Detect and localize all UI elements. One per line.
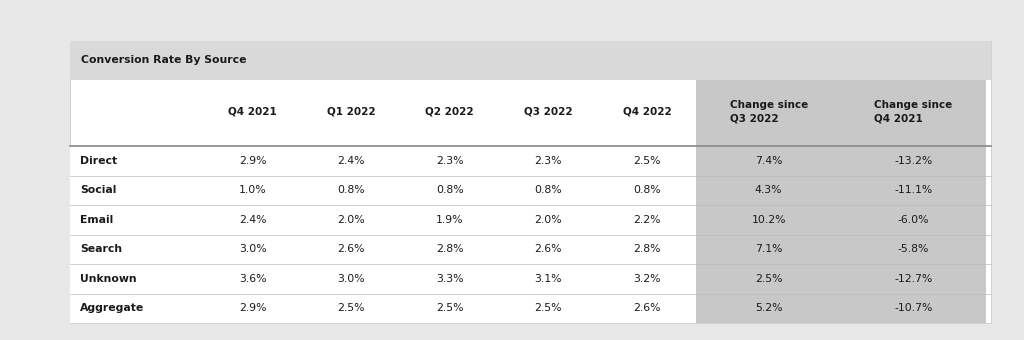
Text: 3.0%: 3.0% [337, 274, 365, 284]
FancyBboxPatch shape [841, 235, 986, 264]
Text: 3.2%: 3.2% [633, 274, 660, 284]
Text: -11.1%: -11.1% [894, 185, 933, 195]
FancyBboxPatch shape [696, 176, 841, 205]
Text: 7.1%: 7.1% [755, 244, 782, 254]
Text: -5.8%: -5.8% [898, 244, 929, 254]
Text: 2.8%: 2.8% [633, 244, 660, 254]
Text: Email: Email [80, 215, 113, 225]
Text: Change since
Q3 2022: Change since Q3 2022 [729, 100, 808, 123]
Text: Search: Search [80, 244, 122, 254]
Text: -6.0%: -6.0% [898, 215, 929, 225]
Text: Direct: Direct [80, 156, 117, 166]
Text: 2.6%: 2.6% [338, 244, 365, 254]
Text: -10.7%: -10.7% [894, 303, 933, 313]
FancyBboxPatch shape [70, 205, 991, 235]
Text: 1.9%: 1.9% [436, 215, 464, 225]
FancyBboxPatch shape [70, 235, 991, 264]
Text: 2.3%: 2.3% [535, 156, 562, 166]
Text: 2.0%: 2.0% [535, 215, 562, 225]
Text: 1.0%: 1.0% [239, 185, 266, 195]
Text: Q4 2021: Q4 2021 [228, 107, 276, 117]
Text: Unknown: Unknown [80, 274, 136, 284]
FancyBboxPatch shape [70, 176, 991, 205]
FancyBboxPatch shape [70, 293, 991, 323]
Text: Social: Social [80, 185, 117, 195]
Text: 2.2%: 2.2% [633, 215, 660, 225]
Text: Aggregate: Aggregate [80, 303, 144, 313]
FancyBboxPatch shape [696, 80, 841, 146]
FancyBboxPatch shape [841, 80, 986, 146]
Text: 10.2%: 10.2% [752, 215, 785, 225]
Text: 2.9%: 2.9% [239, 156, 266, 166]
FancyBboxPatch shape [696, 293, 841, 323]
Text: 2.8%: 2.8% [436, 244, 464, 254]
Text: 2.6%: 2.6% [535, 244, 562, 254]
FancyBboxPatch shape [70, 146, 991, 176]
FancyBboxPatch shape [841, 264, 986, 293]
Text: Q1 2022: Q1 2022 [327, 107, 376, 117]
Text: 2.5%: 2.5% [633, 156, 660, 166]
Text: 5.2%: 5.2% [755, 303, 782, 313]
Text: Change since
Q4 2021: Change since Q4 2021 [874, 100, 952, 123]
FancyBboxPatch shape [696, 264, 841, 293]
Text: Q4 2022: Q4 2022 [623, 107, 672, 117]
FancyBboxPatch shape [696, 235, 841, 264]
Text: 3.3%: 3.3% [436, 274, 464, 284]
Text: Conversion Rate By Source: Conversion Rate By Source [81, 55, 246, 65]
Text: 2.5%: 2.5% [338, 303, 365, 313]
FancyBboxPatch shape [70, 41, 991, 323]
Text: 2.4%: 2.4% [338, 156, 365, 166]
Text: 0.8%: 0.8% [633, 185, 660, 195]
Text: 3.0%: 3.0% [239, 244, 266, 254]
Text: 2.3%: 2.3% [436, 156, 464, 166]
FancyBboxPatch shape [841, 176, 986, 205]
FancyBboxPatch shape [841, 205, 986, 235]
Text: 2.5%: 2.5% [535, 303, 562, 313]
Text: 2.5%: 2.5% [436, 303, 464, 313]
Text: 2.4%: 2.4% [239, 215, 266, 225]
Text: -12.7%: -12.7% [894, 274, 933, 284]
FancyBboxPatch shape [70, 41, 991, 80]
FancyBboxPatch shape [841, 146, 986, 176]
Text: 2.6%: 2.6% [633, 303, 660, 313]
Text: -13.2%: -13.2% [894, 156, 933, 166]
Text: 3.1%: 3.1% [535, 274, 562, 284]
Text: 0.8%: 0.8% [535, 185, 562, 195]
Text: 7.4%: 7.4% [755, 156, 782, 166]
FancyBboxPatch shape [70, 264, 991, 293]
Text: 2.9%: 2.9% [239, 303, 266, 313]
Text: 4.3%: 4.3% [755, 185, 782, 195]
FancyBboxPatch shape [841, 293, 986, 323]
FancyBboxPatch shape [696, 146, 841, 176]
Text: 0.8%: 0.8% [337, 185, 365, 195]
FancyBboxPatch shape [696, 205, 841, 235]
Text: Q3 2022: Q3 2022 [524, 107, 572, 117]
Text: 2.5%: 2.5% [755, 274, 782, 284]
Text: 3.6%: 3.6% [239, 274, 266, 284]
Text: 0.8%: 0.8% [436, 185, 464, 195]
Text: Q2 2022: Q2 2022 [426, 107, 474, 117]
Text: 2.0%: 2.0% [337, 215, 365, 225]
